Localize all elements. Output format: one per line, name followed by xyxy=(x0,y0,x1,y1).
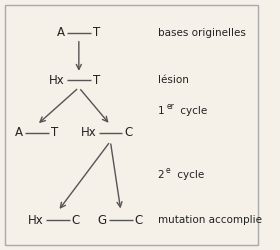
Text: mutation accomplie: mutation accomplie xyxy=(158,215,262,225)
Text: cycle: cycle xyxy=(174,170,204,180)
Text: T: T xyxy=(93,74,100,86)
Text: C: C xyxy=(124,126,132,139)
Text: Hx: Hx xyxy=(28,214,44,226)
Text: A: A xyxy=(15,126,23,139)
Text: cycle: cycle xyxy=(178,106,208,116)
Text: 2: 2 xyxy=(158,170,164,180)
Text: 1: 1 xyxy=(158,106,164,116)
Text: C: C xyxy=(72,214,80,226)
Text: G: G xyxy=(98,214,107,226)
Text: A: A xyxy=(57,26,65,39)
Text: Hx: Hx xyxy=(49,74,65,86)
Text: e: e xyxy=(165,166,170,175)
Text: C: C xyxy=(135,214,143,226)
Text: bases originelles: bases originelles xyxy=(158,28,246,38)
Text: T: T xyxy=(93,26,100,39)
Text: T: T xyxy=(51,126,58,139)
Text: er: er xyxy=(167,102,175,111)
Text: lésion: lésion xyxy=(158,75,188,85)
Text: Hx: Hx xyxy=(81,126,96,139)
